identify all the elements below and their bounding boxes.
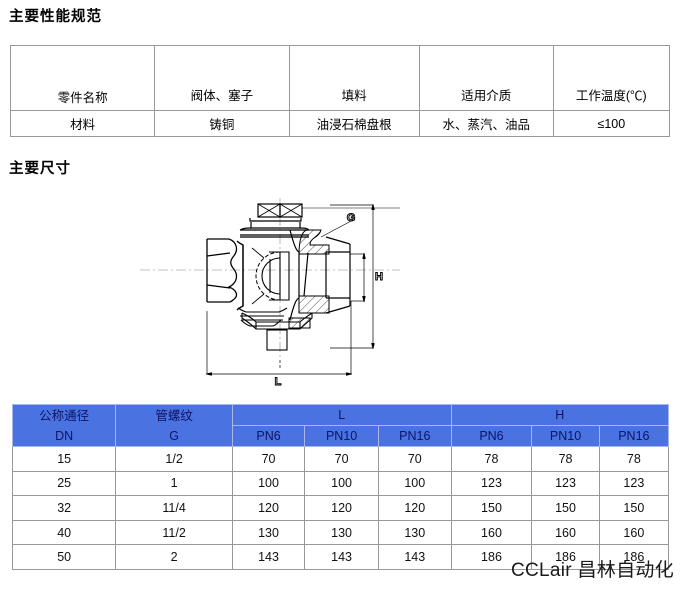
svg-text:L: L — [275, 376, 282, 388]
svg-text:H: H — [375, 271, 383, 283]
svg-text:G: G — [347, 212, 356, 224]
